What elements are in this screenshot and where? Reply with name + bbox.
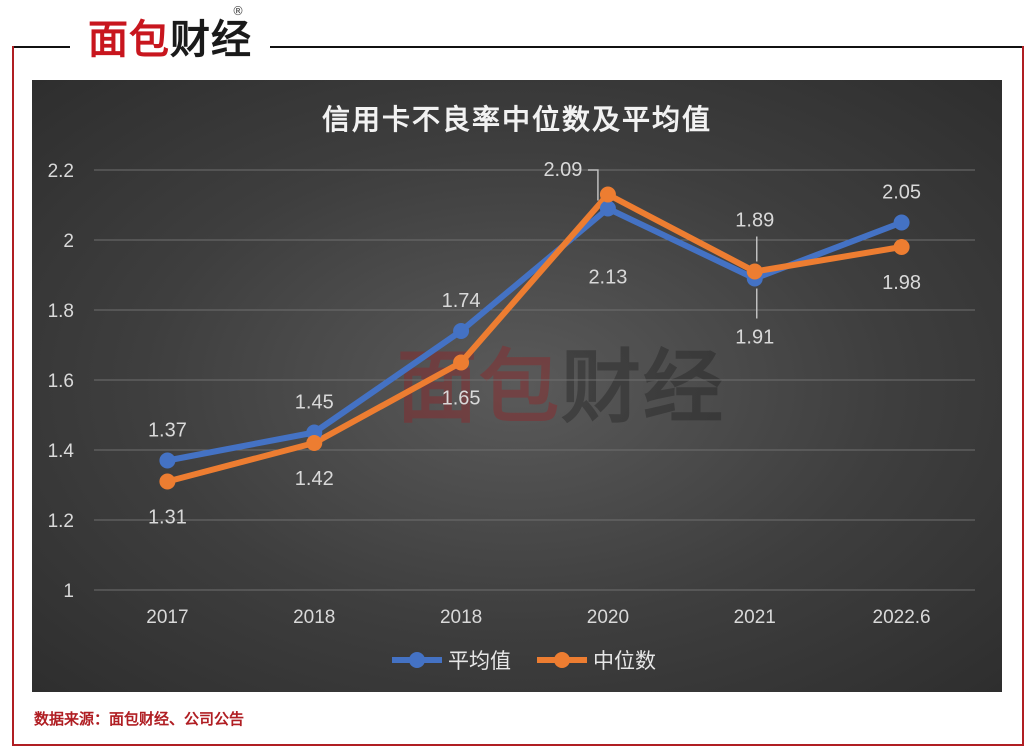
data-point-median <box>159 473 176 490</box>
frame-right-line <box>1022 46 1024 746</box>
chart-title: 信用卡不良率中位数及平均值 <box>321 103 712 136</box>
y-tick-label: 2.2 <box>48 161 74 182</box>
x-tick-label: 2018 <box>440 607 482 628</box>
y-tick-label: 1.4 <box>48 441 75 462</box>
data-label-median: 1.98 <box>882 272 921 294</box>
data-point-average <box>893 214 910 231</box>
data-label-median: 1.91 <box>735 327 774 349</box>
data-label-average: 1.37 <box>148 420 187 442</box>
series-line-median <box>164 191 905 485</box>
legend-label-0: 平均值 <box>448 649 511 673</box>
frame-top-line <box>12 46 1024 48</box>
x-tick-label: 2017 <box>146 607 188 628</box>
chart-panel: 面包财经 信用卡不良率中位数及平均值 1 1.2 1.4 1.6 1.8 2 2.2 2017… <box>32 80 1002 692</box>
leader-line <box>587 169 599 201</box>
data-point-average <box>599 200 616 217</box>
y-tick-label: 1 <box>63 581 74 602</box>
x-tick-label: 2022.6 <box>873 607 931 628</box>
line-chart: 1 1.2 1.4 1.6 1.8 2 2.2 2017 2018 2018 2020 2021 202… <box>48 159 975 673</box>
data-point-average <box>159 452 176 469</box>
data-source-note: 数据来源：面包财经、公司公告 <box>34 710 245 728</box>
data-point-average <box>453 323 470 339</box>
frame-left-line <box>12 46 14 746</box>
data-label-average: 1.74 <box>442 290 481 312</box>
watermark-part-red: 面包 <box>397 341 561 434</box>
legend-label-1: 中位数 <box>593 649 656 673</box>
data-label-median: 1.31 <box>148 507 187 529</box>
data-point-median <box>599 186 616 203</box>
watermark-logo: 面包财经 <box>397 348 725 428</box>
data-point-median <box>893 239 910 255</box>
y-tick-label: 2 <box>63 231 74 252</box>
data-label-average: 1.45 <box>295 392 334 414</box>
data-label-average: 2.09 <box>543 159 582 181</box>
logo-part-red: 面包 <box>88 17 170 63</box>
logo-part-dark: 财经 <box>170 17 252 63</box>
data-point-median <box>746 263 763 280</box>
y-tick-label: 1.8 <box>48 301 74 322</box>
legend-marker-1 <box>554 652 570 668</box>
data-label-average: 2.05 <box>882 182 921 204</box>
x-tick-label: 2020 <box>587 607 629 628</box>
data-label-median: 1.42 <box>295 468 334 490</box>
y-tick-label: 1.2 <box>48 511 74 532</box>
data-label-average: 1.89 <box>735 210 774 232</box>
data-point-median <box>453 354 470 371</box>
y-tick-label: 1.6 <box>48 371 74 392</box>
frame-bottom-line <box>12 744 1024 746</box>
series-line-average <box>164 205 905 464</box>
x-tick-label: 2018 <box>293 607 335 628</box>
data-label-median: 1.65 <box>442 388 481 410</box>
watermark-part-dark: 财经 <box>561 341 725 434</box>
brand-logo: 面包财经 <box>70 8 270 72</box>
registered-mark: ® <box>232 4 244 18</box>
legend-marker-0 <box>409 652 425 668</box>
data-point-median <box>306 435 323 451</box>
data-label-median: 2.13 <box>588 267 627 289</box>
x-tick-label: 2021 <box>734 607 776 628</box>
